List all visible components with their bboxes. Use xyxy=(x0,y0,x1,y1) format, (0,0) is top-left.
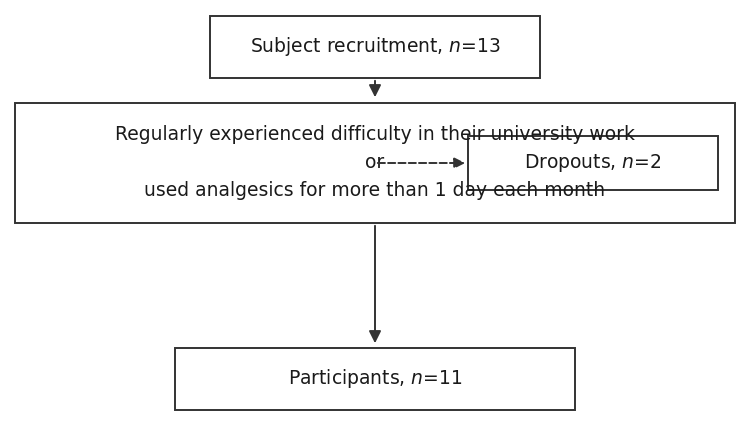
Text: Regularly experienced difficulty in their university work
or
used analgesics for: Regularly experienced difficulty in thei… xyxy=(115,126,635,201)
Text: Subject recruitment, $n$=13: Subject recruitment, $n$=13 xyxy=(250,35,500,59)
FancyBboxPatch shape xyxy=(210,16,540,78)
Text: Participants, $n$=11: Participants, $n$=11 xyxy=(288,367,462,391)
FancyBboxPatch shape xyxy=(15,103,735,223)
FancyBboxPatch shape xyxy=(468,136,718,190)
FancyBboxPatch shape xyxy=(175,348,575,410)
Text: Dropouts, $n$=2: Dropouts, $n$=2 xyxy=(524,152,662,174)
